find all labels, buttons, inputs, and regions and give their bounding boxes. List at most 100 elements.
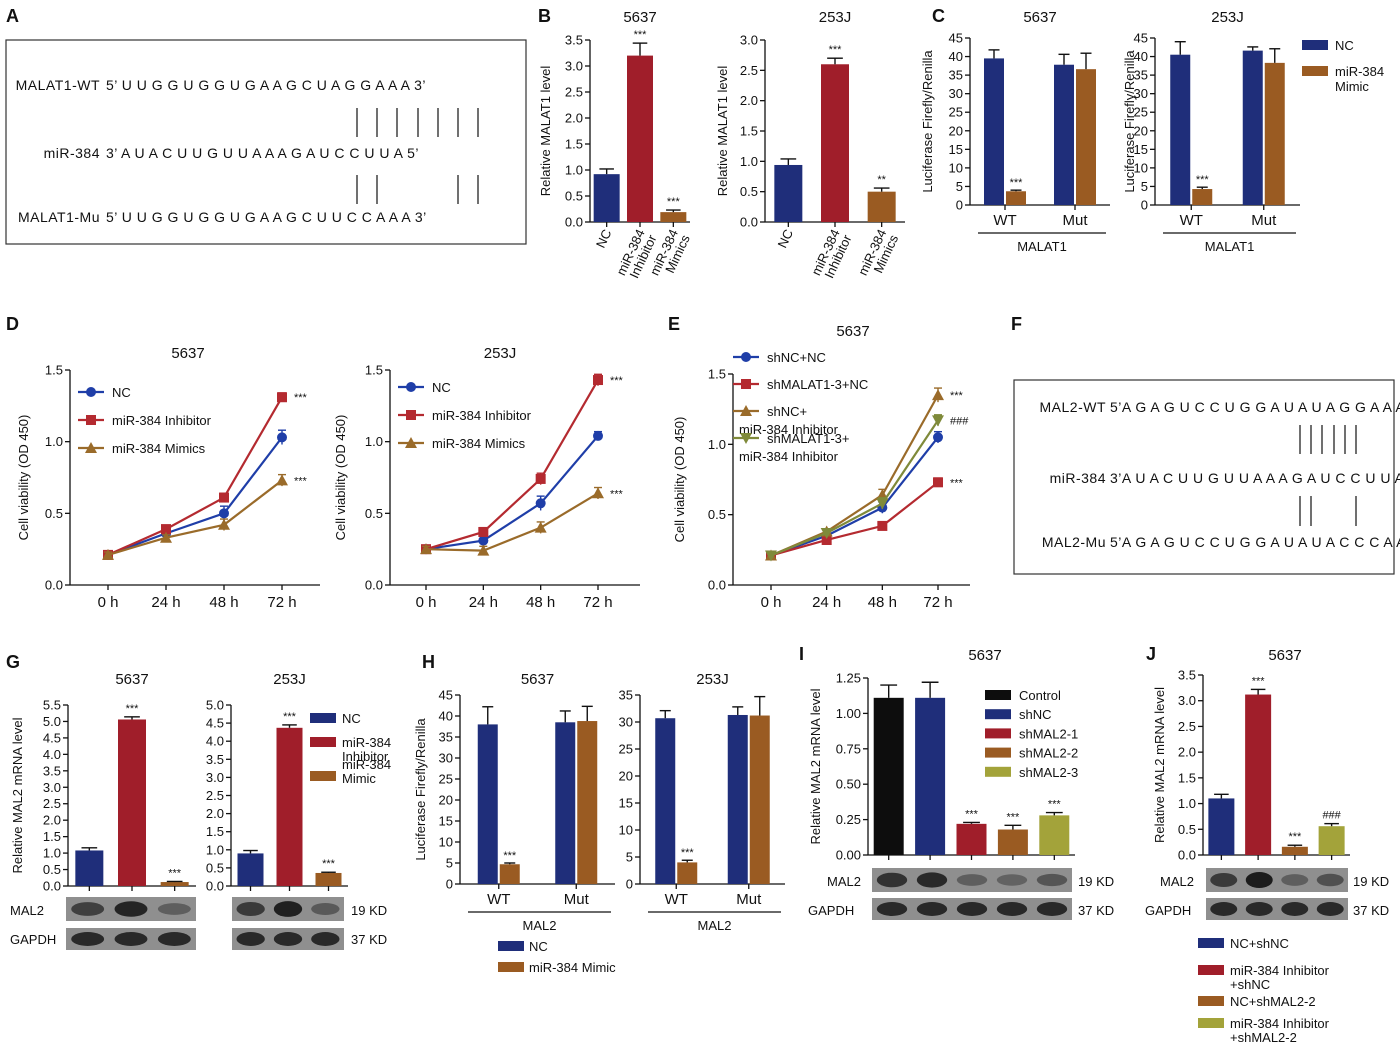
chart-h1-y-label: Luciferase Firefly/Renilla xyxy=(413,718,428,861)
chart-h1-y-tick-label: 10 xyxy=(439,835,453,850)
chart-i-legend-label: shNC xyxy=(1019,707,1052,722)
chart-e-point xyxy=(765,550,777,562)
chart-e-series-line xyxy=(770,394,939,557)
blot-i-gapdh-band xyxy=(956,902,988,916)
chart-c2-title: 253J xyxy=(1211,9,1244,26)
chart-c2-group-label: MALAT1 xyxy=(1205,239,1255,254)
chart-b1-y-tick-label: 3.0 xyxy=(565,59,583,74)
chart-g2-legend-label: miR-384 Mimic xyxy=(342,757,391,786)
chart-g1-y-tick-label: 2.5 xyxy=(43,796,61,811)
chart-c2-x-tick-label: WT xyxy=(1180,212,1203,229)
chart-g2-y-tick-label: 1.5 xyxy=(206,824,224,839)
chart-h1-y-tick-label: 5 xyxy=(446,856,453,871)
chart-e-point xyxy=(877,520,888,531)
chart-c1-y-tick-label: 20 xyxy=(949,123,963,138)
chart-g2-legend-label-line: miR-384 xyxy=(342,757,391,772)
chart-d1-x-tick-label: 0 h xyxy=(98,594,119,611)
chart-j-y-tick-label: 2.5 xyxy=(1178,719,1196,734)
sequence-name: MALAT1-WT xyxy=(16,77,100,93)
chart-h1-legend-label: NC xyxy=(529,939,548,954)
chart-c2-bar xyxy=(1170,54,1191,206)
chart-i-legend-label: shMAL2-3 xyxy=(1019,765,1078,780)
chart-c1-y-tick-label: 0 xyxy=(956,198,963,213)
chart-c1-y-tick-label: 45 xyxy=(949,31,963,46)
blot-label-37kd: 37 KD xyxy=(1078,903,1114,918)
chart-g2-title: 253J xyxy=(273,671,306,688)
chart-e-annotation: *** xyxy=(950,390,964,402)
chart-g1-bar xyxy=(118,719,146,886)
chart-j-y-tick-label: 3.0 xyxy=(1178,693,1196,708)
blot-label-37kd: 37 KD xyxy=(351,932,387,947)
chart-h1-bar xyxy=(577,721,598,884)
chart-d1-series-line xyxy=(107,396,283,556)
blot-label-19kd: 19 KD xyxy=(1353,874,1389,889)
chart-e-x-tick-label: 48 h xyxy=(868,594,897,611)
chart-j-significance: *** xyxy=(1288,831,1302,843)
chart-d2-y-tick-label: 0.0 xyxy=(365,578,383,593)
chart-c1-y-tick-label: 40 xyxy=(949,49,963,64)
chart-d2-legend-marker xyxy=(406,410,416,420)
chart-b1-bar xyxy=(660,212,687,222)
blot-g1-mal2-band xyxy=(114,901,148,917)
chart-i-y-tick-label: 0.75 xyxy=(836,741,861,756)
chart-c2-legend-label-line: Mimic xyxy=(1335,79,1369,94)
chart-d1-y-tick-label: 0.5 xyxy=(45,506,63,521)
chart-c2-y-tick-label: 25 xyxy=(1134,105,1148,120)
chart-g2-bar xyxy=(237,853,264,886)
chart-j-bar xyxy=(1318,826,1345,855)
chart-g1-y-tick-label: 3.0 xyxy=(43,780,61,795)
chart-e-annotation: ### xyxy=(950,415,969,427)
chart-i-y-tick-label: 0.00 xyxy=(836,848,861,863)
chart-i-significance: *** xyxy=(965,808,979,820)
chart-d1-point xyxy=(276,474,288,486)
chart-e-legend-label-line: shMALAT1-3+ xyxy=(767,431,850,446)
chart-h2-y-tick-label: 5 xyxy=(626,850,633,865)
chart-d2-y-tick-label: 1.5 xyxy=(365,363,383,378)
chart-j-significance: ### xyxy=(1322,810,1341,822)
chart-b2-x-tick-label: NC xyxy=(775,227,797,250)
chart-c1-x-tick-label: WT xyxy=(993,212,1016,229)
chart-h1-y-tick-label: 35 xyxy=(439,730,453,745)
chart-j-legend-label: miR-384 Inhibitor +shNC xyxy=(1230,963,1330,992)
chart-b2-bar xyxy=(774,164,803,222)
chart-c1-bar xyxy=(1006,191,1026,205)
sequence-name: MALAT1-Mu xyxy=(18,209,100,225)
chart-g2-y-tick-label: 3.0 xyxy=(206,770,224,785)
chart-c1-group-label: MALAT1 xyxy=(1017,239,1067,254)
blot-j-mal2-band xyxy=(1316,873,1344,887)
chart-i-bar xyxy=(873,697,904,855)
chart-i-y-tick-label: 0.50 xyxy=(836,777,861,792)
chart-j-y-tick-label: 0.0 xyxy=(1178,848,1196,863)
blot-i-mal2-band xyxy=(956,874,988,886)
chart-h2-y-tick-label: 10 xyxy=(619,823,633,838)
chart-e-y-tick-label: 0.5 xyxy=(708,507,726,522)
chart-h1-significance: *** xyxy=(503,850,517,862)
blot-j-gapdh-band xyxy=(1316,902,1344,916)
blot-i-mal2-band xyxy=(916,872,948,888)
chart-g1-y-tick-label: 0.0 xyxy=(43,879,61,894)
chart-g1-y-tick-label: 2.0 xyxy=(43,813,61,828)
chart-d2-series-line xyxy=(425,379,599,551)
chart-h2-x-tick-label: Mut xyxy=(736,891,762,908)
chart-c2-y-tick-label: 10 xyxy=(1134,160,1148,175)
chart-d1-legend-marker xyxy=(86,387,96,397)
chart-i-legend-label: Control xyxy=(1019,688,1061,703)
chart-h2-y-tick-label: 0 xyxy=(626,877,633,892)
chart-j-legend-label-line: NC+shNC xyxy=(1230,936,1289,951)
chart-g1-y-tick-label: 4.0 xyxy=(43,747,61,762)
chart-b2-y-tick-label: 1.5 xyxy=(740,124,758,139)
chart-b2-x-tick-label: miR-384Inhibitor xyxy=(808,226,854,283)
chart-j-y-tick-label: 0.5 xyxy=(1178,822,1196,837)
chart-i-y-tick-label: 0.25 xyxy=(836,812,861,827)
chart-g1-title: 5637 xyxy=(115,671,148,688)
panel-label-c: C xyxy=(932,6,945,26)
blot-label-gapdh: GAPDH xyxy=(1145,903,1191,918)
sequence-box-f xyxy=(1013,379,1395,575)
chart-c2-y-tick-label: 0 xyxy=(1141,198,1148,213)
chart-d2-point xyxy=(592,487,604,499)
chart-b1-y-tick-label: 0.0 xyxy=(565,215,583,230)
sequence-name: miR-384 xyxy=(1050,470,1106,486)
chart-i-significance: *** xyxy=(1048,799,1062,811)
chart-g1-y-tick-label: 1.0 xyxy=(43,846,61,861)
